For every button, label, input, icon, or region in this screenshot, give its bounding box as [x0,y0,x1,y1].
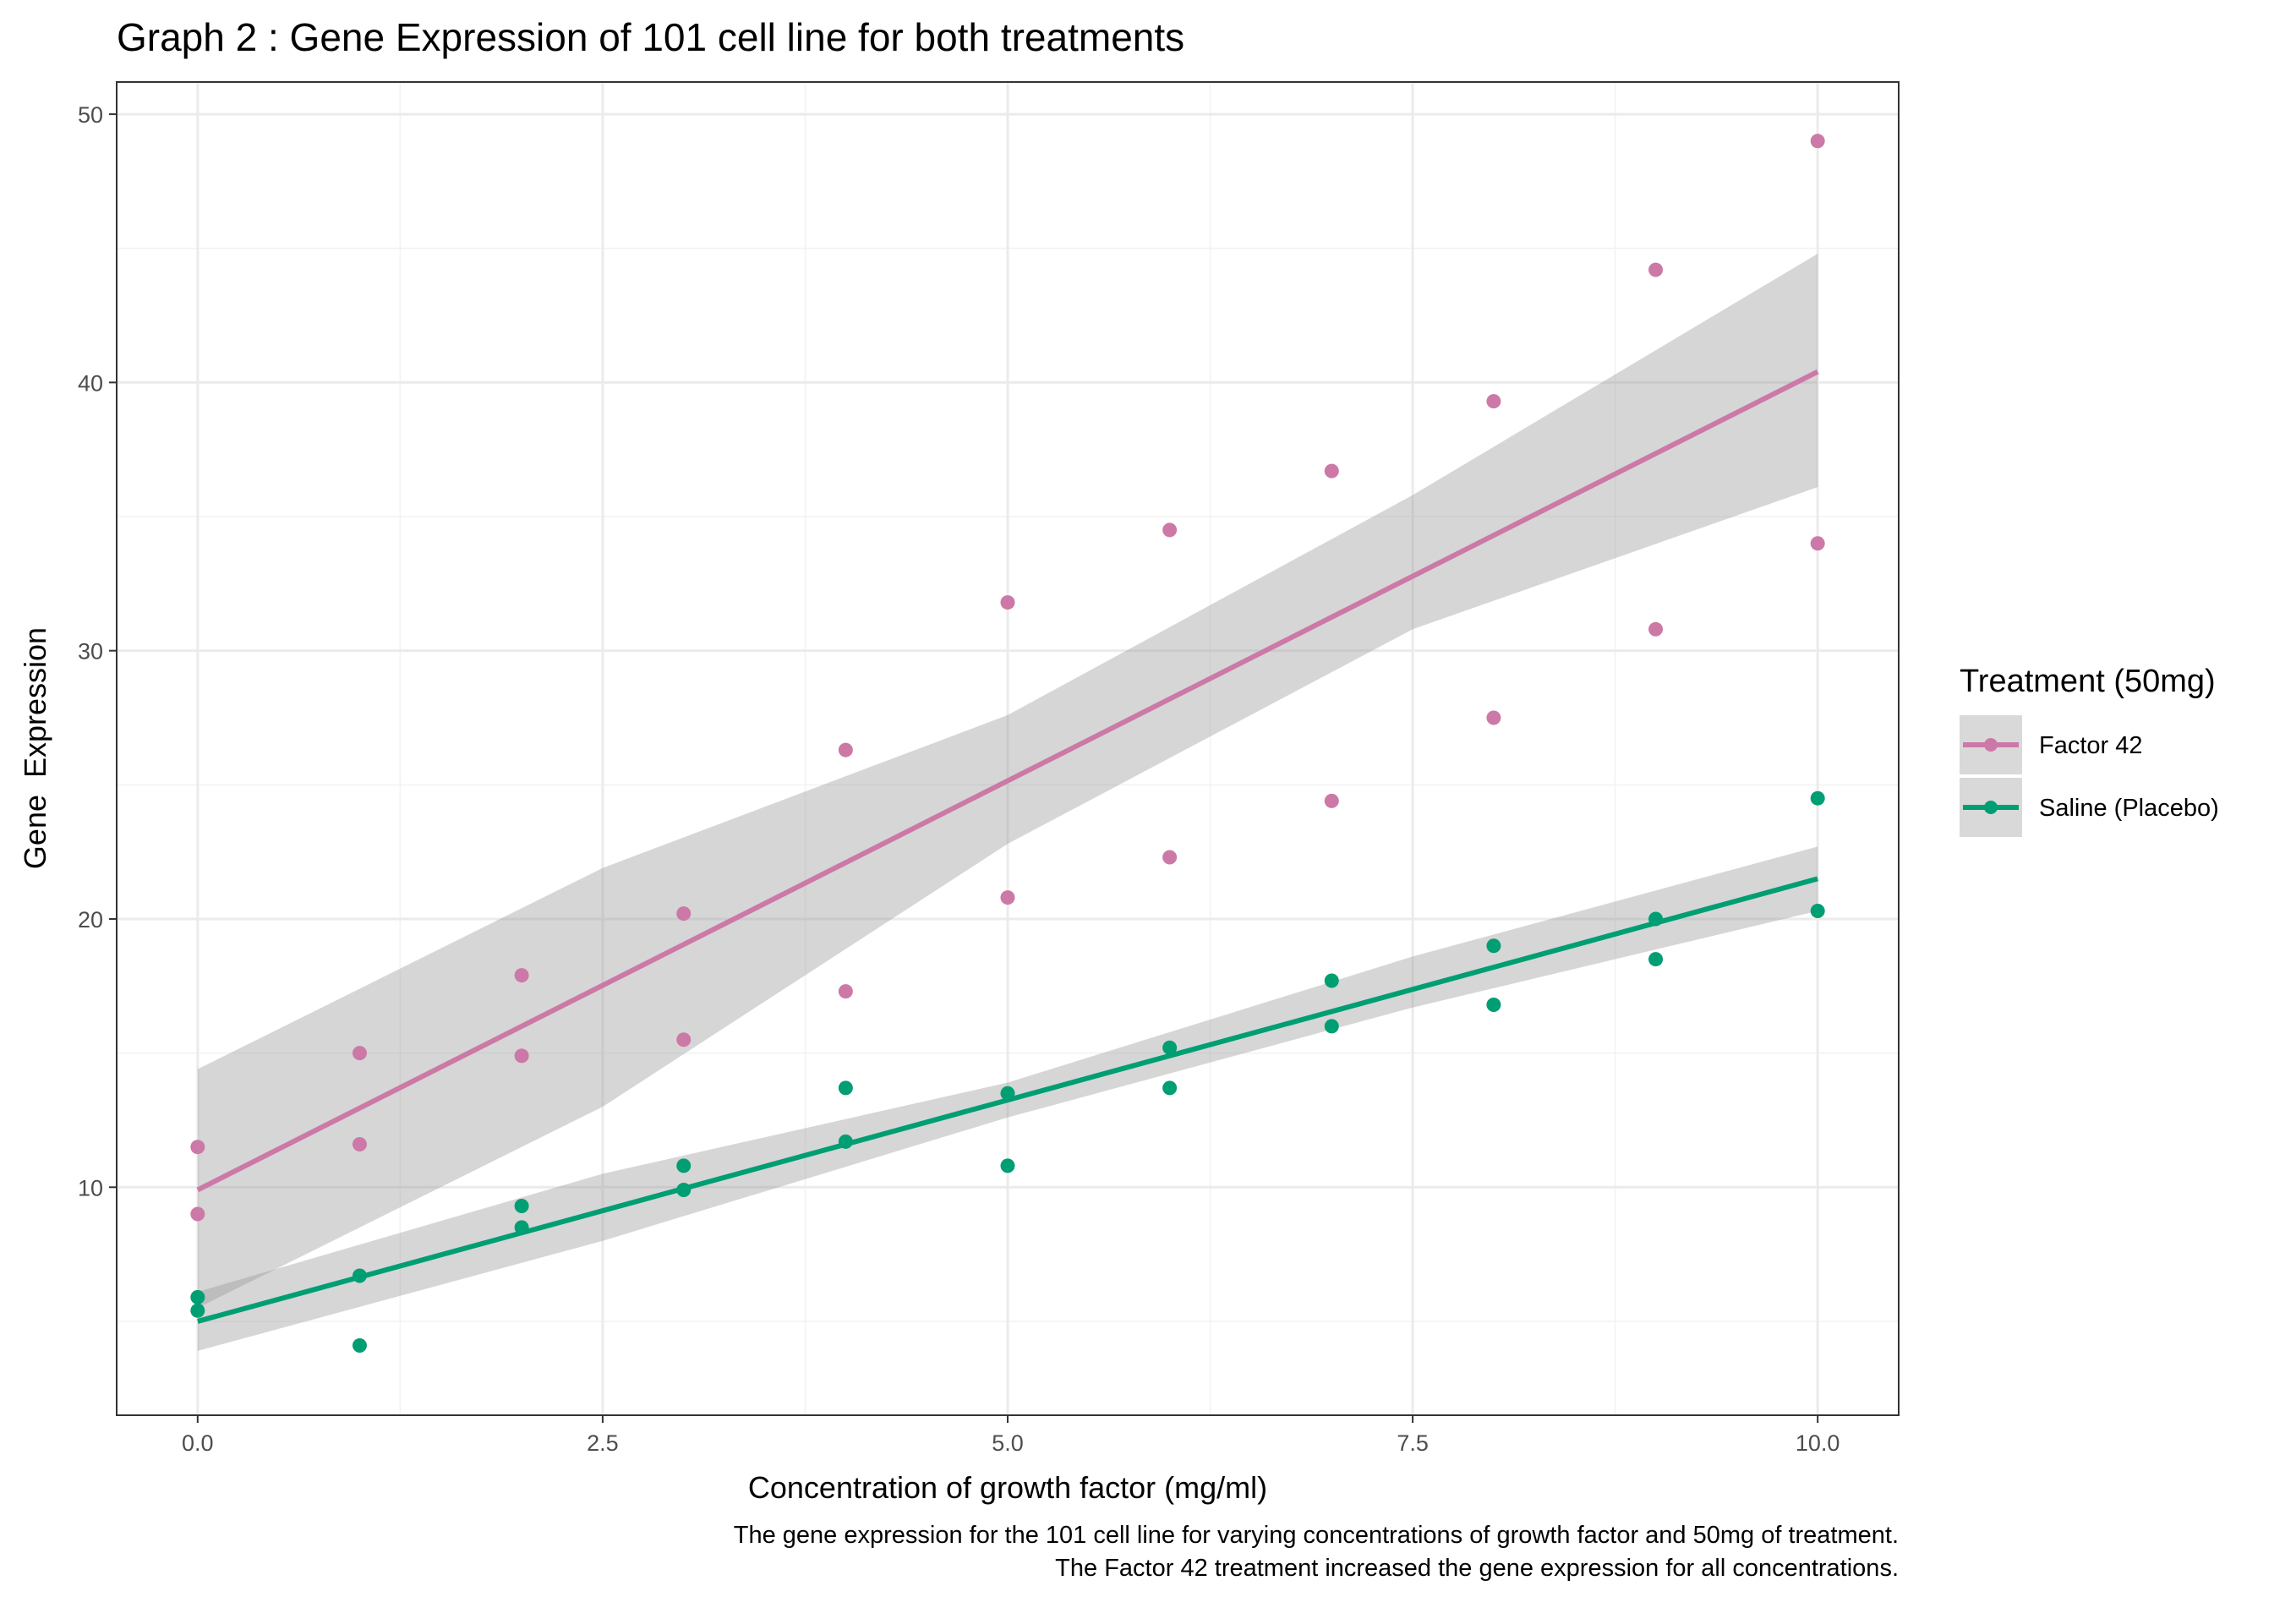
caption-line-1: The gene expression for the 101 cell lin… [734,1522,1899,1549]
point-saline-placebo-4 [514,1199,529,1214]
point-factor-42-12 [1162,522,1178,538]
point-saline-placebo-12 [1162,1040,1178,1055]
point-factor-42-21 [1810,536,1825,551]
point-factor-42-14 [1324,463,1339,479]
fit-line-saline-placebo [197,876,1818,1324]
point-factor-42-7 [676,1032,692,1047]
point-factor-42-16 [1486,394,1501,409]
plot-area [116,81,1900,1416]
point-factor-42-2 [352,1046,367,1061]
y-axis-title: Gene Expression [18,627,52,869]
point-factor-42-15 [1324,793,1339,808]
point-saline-placebo-3 [352,1338,367,1354]
x-tick-label-3: 7.5 [1397,1430,1429,1456]
legend-label-saline-placebo: Saline (Placebo) [2039,795,2219,822]
legend-label-factor-42: Factor 42 [2039,732,2143,759]
legend-key-point-factor-42 [1984,738,1998,752]
legend-item-factor-42: Factor 42 [1960,715,2143,774]
point-saline-placebo-1 [190,1303,205,1318]
y-tick-label-3: 40 [78,370,103,396]
point-saline-placebo-19 [1648,952,1664,967]
point-factor-42-9 [838,984,853,999]
fit-line-factor-42 [196,369,1819,1193]
point-saline-placebo-14 [1324,973,1339,988]
point-saline-placebo-17 [1486,998,1501,1013]
point-factor-42-17 [1486,710,1501,725]
point-saline-placebo-15 [1324,1019,1339,1034]
point-saline-placebo-0 [190,1289,205,1304]
x-tick-label-0: 0.0 [182,1430,214,1456]
point-factor-42-4 [514,968,529,983]
y-axis: 10 20 30 40 50 [78,102,117,1200]
point-factor-42-20 [1810,134,1825,149]
point-factor-42-19 [1648,621,1664,637]
point-factor-42-3 [352,1137,367,1152]
point-saline-placebo-13 [1162,1080,1178,1096]
point-factor-42-11 [1000,890,1015,905]
point-factor-42-0 [190,1140,205,1155]
chart-title: Graph 2 : Gene Expression of 101 cell li… [117,15,1184,59]
caption-line-2: The Factor 42 treatment increased the ge… [1055,1555,1899,1582]
point-factor-42-5 [514,1048,529,1064]
grid-major [117,82,1899,1415]
legend: Treatment (50mg) Factor 42 Saline (Place… [1960,664,2219,837]
point-factor-42-8 [838,742,853,757]
x-axis: 0.0 2.5 5.0 7.5 10.0 [182,1415,1840,1456]
x-tick-label-2: 5.0 [992,1430,1024,1456]
point-saline-placebo-21 [1810,903,1825,918]
point-factor-42-1 [190,1206,205,1222]
point-saline-placebo-8 [838,1080,853,1096]
point-saline-placebo-16 [1486,938,1501,954]
point-saline-placebo-11 [1000,1158,1015,1173]
point-factor-42-13 [1162,850,1178,865]
legend-key-point-saline-placebo [1984,801,1998,814]
x-tick-label-4: 10.0 [1796,1430,1840,1456]
point-saline-placebo-20 [1810,790,1825,806]
fit-lines [196,369,1819,1324]
legend-item-saline-placebo: Saline (Placebo) [1960,778,2219,837]
point-factor-42-10 [1000,595,1015,610]
x-tick-label-1: 2.5 [587,1430,619,1456]
point-factor-42-6 [676,906,692,922]
x-axis-title: Concentration of growth factor (mg/ml) [748,1470,1267,1505]
point-saline-placebo-6 [676,1158,692,1173]
y-tick-label-4: 50 [78,102,103,128]
y-tick-label-1: 20 [78,907,103,932]
y-tick-label-0: 10 [78,1175,103,1200]
legend-title: Treatment (50mg) [1960,664,2216,699]
y-tick-label-2: 30 [78,639,103,665]
point-factor-42-18 [1648,262,1664,277]
